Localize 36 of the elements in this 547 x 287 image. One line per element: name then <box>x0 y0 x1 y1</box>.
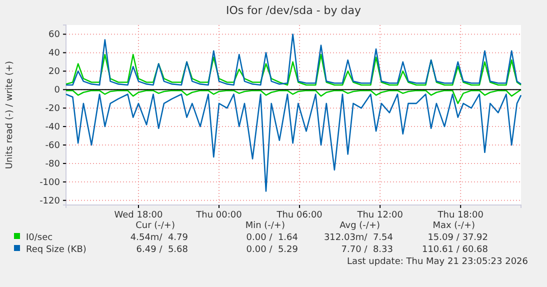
y-axis-title: Units read (-) / write (+) <box>5 60 15 170</box>
x-tick-label: Wed 18:00 <box>114 210 163 220</box>
line-series <box>65 88 522 104</box>
y-tick-label: 20 <box>48 67 60 78</box>
line-series <box>65 34 522 86</box>
y-tick-label: -60 <box>45 140 60 151</box>
line-series <box>65 94 522 192</box>
x-tick-label: Thu 06:00 <box>276 210 323 220</box>
text: 6.49 / 5.68 <box>136 245 188 255</box>
text: 312.03m/ 7.54 <box>324 233 394 243</box>
y-tick-label: 0 <box>54 85 60 96</box>
y-tick-label: -20 <box>45 104 60 114</box>
x-tick-label: Thu 12:00 <box>356 210 404 220</box>
text: Avg (-/+) <box>340 221 380 231</box>
text: 4.54m/ 4.79 <box>130 233 188 243</box>
chart-title: IOs for /dev/sda - by day <box>226 4 362 17</box>
text: Max (-/+) <box>432 221 475 231</box>
x-tick-label: Thu 00:00 <box>195 210 242 220</box>
text: 7.70 / 8.33 <box>341 245 393 255</box>
y-tick-label: -120 <box>40 196 60 206</box>
y-tick-label: -100 <box>40 178 60 188</box>
legend-label: Req Size (KB) <box>26 245 86 255</box>
text: Last update: Thu May 21 23:05:23 2026 <box>347 257 528 267</box>
text: 15.09 / 37.92 <box>428 233 488 243</box>
text: 0.00 / 5.29 <box>246 245 298 255</box>
text: Cur (-/+) <box>136 221 175 231</box>
y-tick-label: 60 <box>48 30 60 40</box>
y-tick-label: 40 <box>48 48 60 59</box>
legend-label: I0/sec <box>26 233 53 243</box>
line-series <box>65 54 522 86</box>
y-tick-label: -80 <box>45 159 60 170</box>
text: Min (-/+) <box>245 221 285 231</box>
text: 0.00 / 1.64 <box>246 233 298 243</box>
x-tick-label: Thu 18:00 <box>436 210 484 220</box>
text: 110.61 / 60.68 <box>422 245 488 255</box>
y-tick-label: -40 <box>45 122 60 132</box>
